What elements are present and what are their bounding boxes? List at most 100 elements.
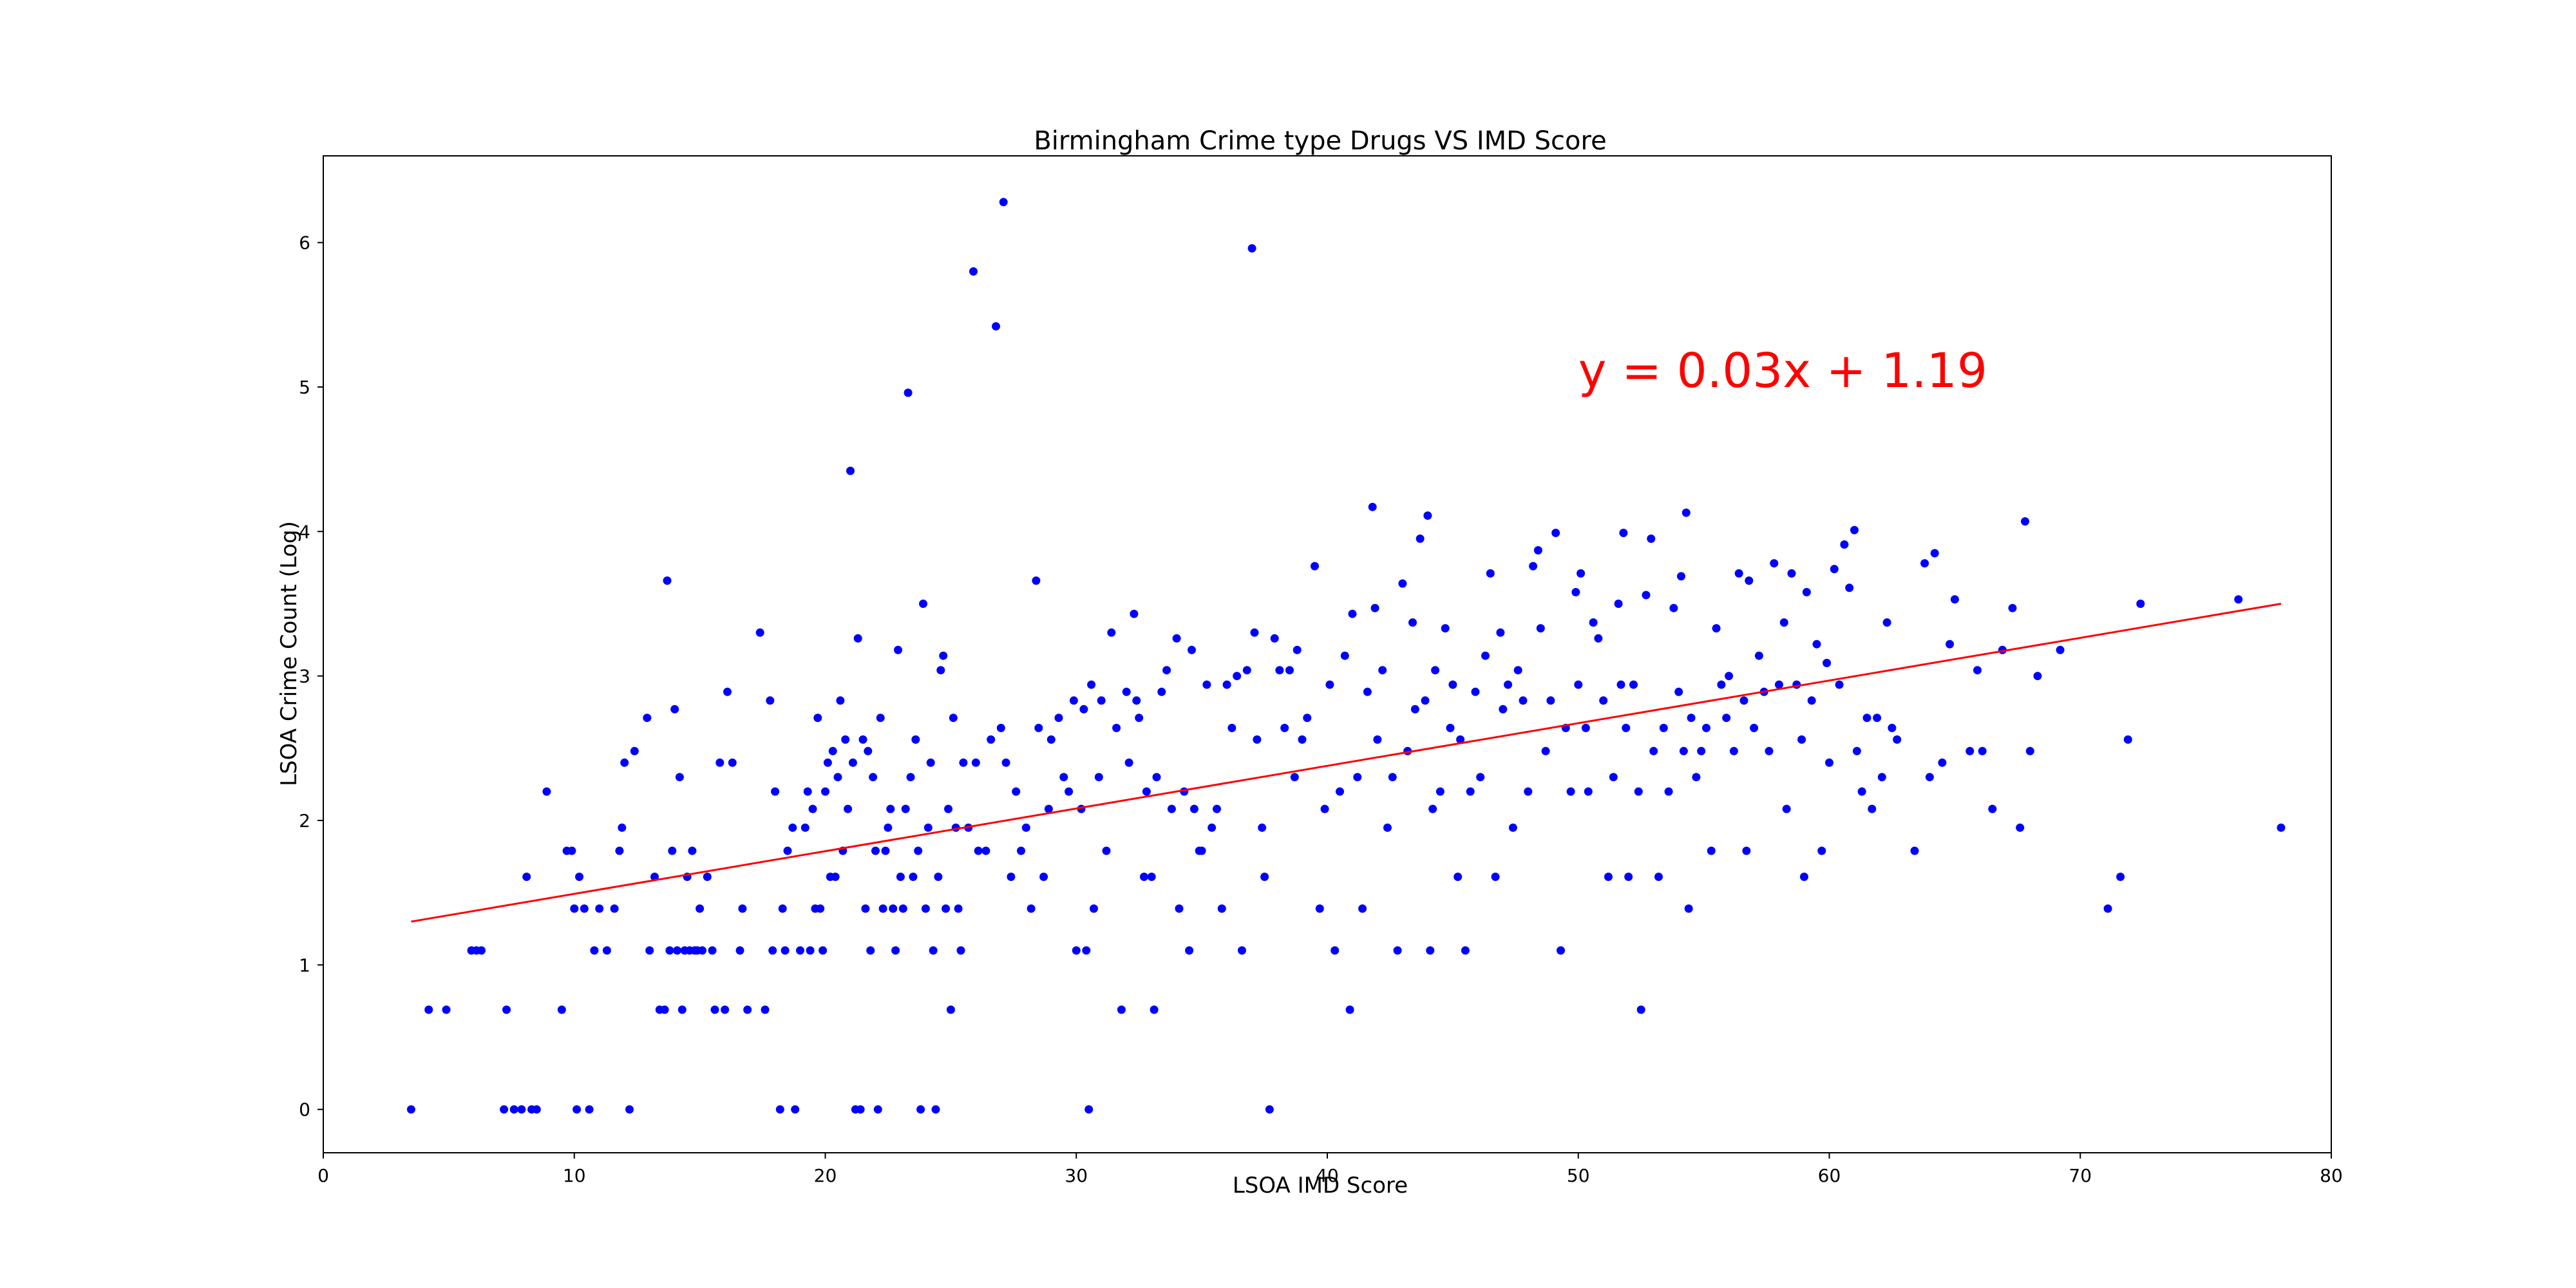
y-tick-label: 6	[299, 232, 310, 254]
data-point	[923, 823, 933, 832]
data-point	[800, 823, 810, 832]
data-point	[1797, 735, 1806, 744]
data-point	[1504, 680, 1513, 689]
data-point	[1835, 680, 1844, 689]
data-point	[1800, 873, 1808, 881]
data-point	[715, 758, 724, 767]
data-point	[949, 714, 958, 723]
data-point	[771, 787, 780, 796]
data-point	[1779, 618, 1788, 627]
data-point	[1370, 603, 1379, 612]
data-point	[781, 946, 790, 955]
plot-frame	[323, 155, 2332, 1153]
data-point	[778, 904, 787, 913]
data-point	[1242, 666, 1251, 675]
data-point	[1817, 846, 1826, 855]
data-point	[1679, 746, 1688, 755]
data-point	[532, 1105, 541, 1114]
data-point	[1208, 823, 1217, 832]
data-point	[1775, 680, 1783, 689]
data-point	[663, 576, 672, 585]
data-point	[1112, 723, 1121, 732]
data-point	[1456, 735, 1465, 744]
data-point	[819, 946, 828, 955]
data-point	[1320, 804, 1329, 813]
data-point	[1059, 773, 1068, 782]
data-point	[575, 873, 583, 881]
data-point	[1373, 735, 1382, 744]
data-point	[665, 946, 674, 955]
data-point	[1044, 804, 1053, 813]
data-point	[919, 600, 927, 608]
data-point	[1677, 572, 1685, 581]
data-point	[1345, 1005, 1354, 1014]
data-point	[1428, 804, 1437, 813]
data-point	[1624, 873, 1633, 881]
data-point	[1431, 666, 1440, 675]
data-point	[1353, 773, 1362, 782]
data-point	[1175, 904, 1184, 913]
data-point	[1754, 651, 1763, 660]
data-point	[1807, 696, 1816, 705]
data-point	[643, 714, 652, 723]
data-point	[580, 904, 589, 913]
data-point	[1017, 846, 1025, 855]
data-point	[1072, 946, 1081, 955]
data-point	[1893, 735, 1902, 744]
data-point	[921, 904, 930, 913]
data-point	[743, 1005, 752, 1014]
data-point	[1541, 746, 1550, 755]
chart-title: Birmingham Crime type Drugs VS IMD Score	[1034, 126, 1606, 156]
data-point	[841, 735, 850, 744]
data-point	[2016, 823, 2025, 832]
data-point	[2277, 823, 2286, 832]
data-point	[1486, 569, 1495, 578]
data-point	[796, 946, 804, 955]
data-point	[911, 735, 920, 744]
data-point	[1454, 873, 1463, 881]
data-point	[1920, 559, 1929, 568]
data-point	[1079, 705, 1088, 714]
data-point	[901, 804, 910, 813]
data-point	[1745, 576, 1754, 585]
data-point	[1619, 529, 1628, 537]
data-point	[1227, 723, 1236, 732]
data-point	[1499, 705, 1508, 714]
data-point	[891, 946, 900, 955]
data-point	[775, 1105, 784, 1114]
data-point	[1290, 773, 1299, 782]
data-point	[1873, 714, 1882, 723]
data-point	[703, 873, 712, 881]
data-point	[1649, 746, 1658, 755]
data-point	[660, 1005, 669, 1014]
y-tick-label: 2	[299, 810, 310, 831]
data-point	[1571, 588, 1580, 596]
data-point	[675, 773, 684, 782]
data-point	[517, 1105, 526, 1114]
data-point	[858, 735, 867, 744]
data-point	[1729, 746, 1738, 755]
data-point	[831, 873, 840, 881]
data-point	[1584, 787, 1593, 796]
data-point	[1702, 723, 1710, 732]
y-axis-ticks: 0 1 2 3 4 5 6	[299, 232, 323, 1121]
data-point	[844, 804, 853, 813]
data-point	[1090, 904, 1098, 913]
x-tick-label: 0	[317, 1165, 329, 1186]
data-point	[1107, 628, 1116, 637]
data-point	[1491, 873, 1500, 881]
data-point	[698, 946, 706, 955]
data-point	[1034, 723, 1043, 732]
data-point	[1669, 603, 1678, 612]
data-point	[2123, 735, 2132, 744]
data-point	[878, 904, 887, 913]
data-point	[2234, 595, 2243, 604]
data-point	[2103, 904, 2112, 913]
data-point	[557, 1005, 566, 1014]
data-point	[1697, 746, 1706, 755]
data-point	[1340, 651, 1349, 660]
data-point	[1293, 645, 1302, 654]
data-point	[889, 904, 898, 913]
data-point	[1217, 904, 1226, 913]
data-point	[813, 714, 822, 723]
